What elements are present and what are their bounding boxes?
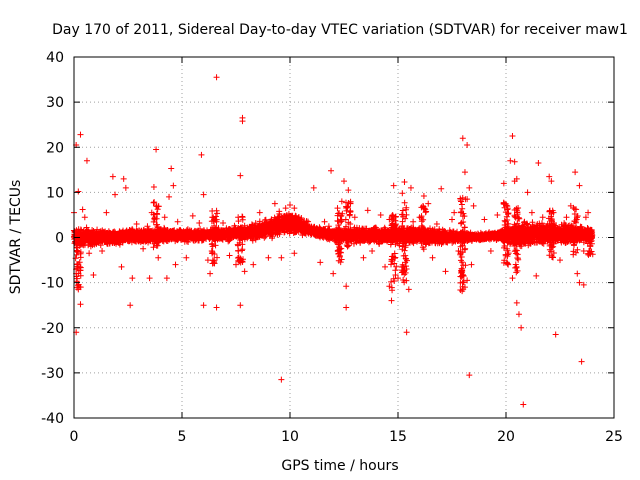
chart-title: Day 170 of 2011, Sidereal Day-to-day VTE…: [52, 22, 628, 38]
dense-data-band: [70, 194, 596, 295]
